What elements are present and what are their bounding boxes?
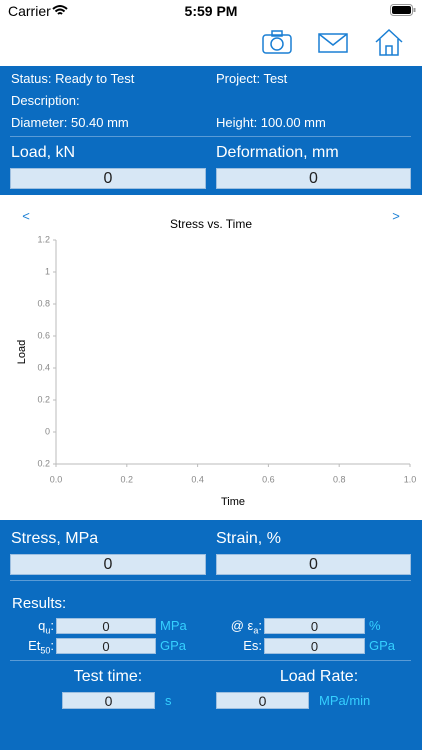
battery-icon [390, 4, 416, 16]
y-tick-label: 0.8 [37, 298, 50, 308]
x-tick-label: 0.0 [50, 474, 63, 484]
separator [10, 136, 411, 137]
x-tick-label: 1.0 [404, 474, 417, 484]
next-chart-button[interactable]: > [392, 208, 400, 223]
carrier: Carrier [8, 3, 51, 19]
y-axis-label: Load [16, 340, 28, 364]
y-tick-label: 1.2 [37, 234, 50, 244]
diameter-text: Diameter: 50.40 mm [11, 115, 129, 130]
camera-button[interactable] [262, 30, 292, 54]
y-tick-label: 0.2 [37, 458, 50, 468]
ea-label: @ εa: [230, 618, 262, 636]
clock: 5:59 PM [184, 3, 238, 19]
x-tick-label: 0.4 [191, 474, 204, 484]
status-text: Status: Ready to Test [11, 71, 135, 86]
qu-value: 0 [56, 618, 156, 634]
results-title: Results: [12, 595, 67, 612]
y-tick-label: 1 [45, 266, 50, 276]
deformation-value: 0 [216, 168, 411, 189]
et50-label: Et50: [28, 638, 54, 656]
load-rate-value: 0 [216, 692, 309, 709]
x-tick-label: 0.8 [333, 474, 346, 484]
wifi-icon [52, 5, 68, 15]
y-tick-label: 0 [45, 426, 50, 436]
strain-label: Strain, % [216, 530, 281, 547]
test-time-label: Test time: [73, 668, 143, 685]
es-value: 0 [264, 638, 365, 654]
x-tick-label: 0.2 [121, 474, 134, 484]
es-unit: GPa [369, 638, 396, 653]
stress-value: 0 [10, 554, 206, 575]
separator [10, 660, 411, 661]
qu-unit: MPa [160, 618, 187, 633]
chart-title: Stress vs. Time [170, 217, 252, 231]
test-time-unit: s [165, 693, 172, 708]
stress-label: Stress, MPa [11, 530, 99, 547]
qu-label: qu: [38, 618, 54, 636]
ea-value: 0 [264, 618, 365, 634]
project-text: Project: Test [216, 71, 288, 86]
x-axis-label: Time [221, 496, 245, 508]
load-rate-label: Load Rate: [279, 668, 359, 685]
prev-chart-button[interactable]: < [22, 208, 30, 223]
et50-value: 0 [56, 638, 156, 654]
y-tick-label: 0.6 [37, 330, 50, 340]
ea-unit: % [369, 618, 381, 633]
x-tick-label: 0.6 [262, 474, 275, 484]
home-button[interactable] [374, 28, 404, 56]
y-tick-label: 0.2 [37, 394, 50, 404]
height-text: Height: 100.00 mm [216, 115, 326, 130]
chart: < > Stress vs. Time Time Load 1.2 1 0.8 0.6… [16, 208, 417, 508]
description-text: Description: [11, 93, 80, 108]
load-value: 0 [10, 168, 206, 189]
et50-unit: GPa [160, 638, 187, 653]
load-rate-unit: MPa/min [319, 693, 371, 708]
y-tick-label: 0.4 [37, 362, 50, 372]
separator [10, 580, 411, 581]
strain-value: 0 [216, 554, 411, 575]
test-time-value: 0 [62, 692, 155, 709]
es-label: Es: [243, 638, 262, 653]
load-label: Load, kN [11, 144, 76, 161]
mail-button[interactable] [318, 33, 348, 53]
deformation-label: Deformation, mm [216, 144, 339, 161]
